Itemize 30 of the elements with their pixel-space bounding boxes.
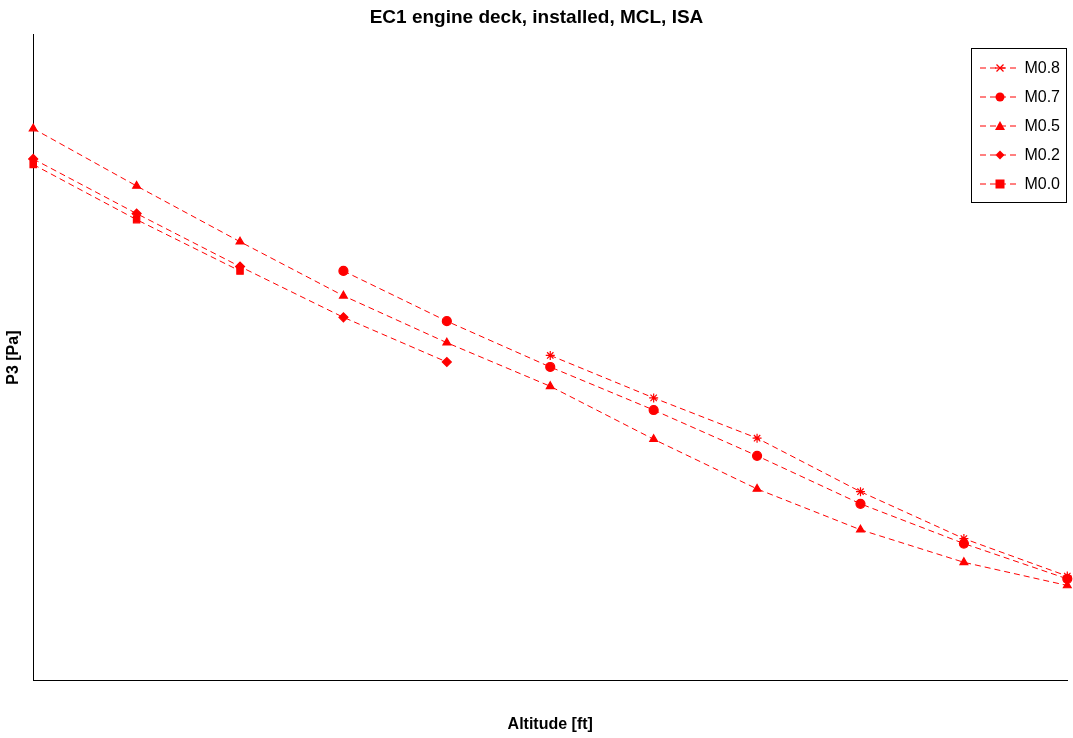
point bbox=[855, 524, 865, 533]
x-axis-title: Altitude [ft] bbox=[507, 714, 593, 732]
point bbox=[649, 434, 659, 443]
y-axis-title: P3 [Pa] bbox=[4, 330, 22, 385]
point bbox=[855, 486, 866, 497]
point bbox=[751, 433, 763, 444]
point bbox=[338, 290, 348, 299]
point bbox=[132, 180, 142, 189]
legend-label: M0.8 bbox=[1024, 58, 1060, 77]
point bbox=[855, 498, 866, 509]
point bbox=[752, 483, 762, 492]
point bbox=[545, 361, 556, 373]
legend-label: M0.7 bbox=[1024, 87, 1060, 106]
point bbox=[441, 316, 452, 327]
point bbox=[545, 381, 555, 390]
point bbox=[441, 356, 452, 368]
legend-label: M0.0 bbox=[1024, 174, 1060, 193]
point bbox=[235, 236, 245, 245]
point bbox=[648, 404, 659, 416]
point bbox=[959, 557, 969, 566]
chart-title: EC1 engine deck, installed, MCL, ISA bbox=[369, 5, 704, 27]
point bbox=[545, 350, 556, 361]
legend-label: M0.5 bbox=[1024, 116, 1060, 135]
point bbox=[338, 265, 349, 277]
legend-label: M0.2 bbox=[1024, 145, 1060, 164]
point bbox=[648, 392, 659, 403]
point bbox=[442, 337, 452, 346]
point bbox=[338, 312, 349, 323]
point bbox=[28, 123, 38, 132]
point bbox=[751, 450, 763, 461]
